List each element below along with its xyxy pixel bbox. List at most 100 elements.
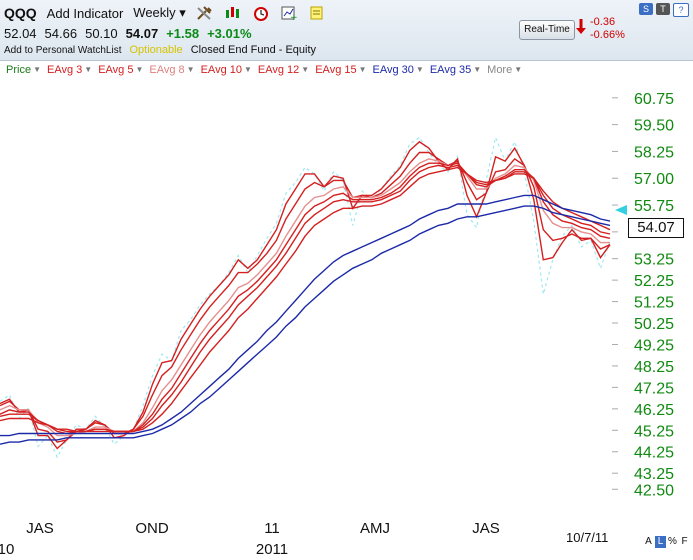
legend-item-price[interactable]: Price ▼ <box>6 64 41 76</box>
top-right-icons: S T ? <box>639 3 689 17</box>
chevron-down-icon: ▼ <box>358 65 367 74</box>
price-line <box>0 135 611 459</box>
series-eavg-8 <box>0 158 610 437</box>
series-eavg-3 <box>0 140 611 450</box>
change-pct-value: +3.01% <box>207 26 252 41</box>
legend-item-eavg-15[interactable]: EAvg 15 ▼ <box>315 64 366 76</box>
x-year-label: 2011 <box>256 541 288 558</box>
legend-label: EAvg 8 <box>149 63 185 76</box>
legend-label: EAvg 10 <box>200 63 242 76</box>
legend-item-eavg-35[interactable]: EAvg 35 ▼ <box>430 64 481 76</box>
y-tick-label: 44.25 <box>634 445 674 462</box>
svg-text:+: + <box>290 13 298 21</box>
x-year-label: 10 <box>0 541 14 558</box>
y-tick-label: 52.25 <box>634 273 674 290</box>
y-tick-label: 53.25 <box>634 252 674 269</box>
legend-item-eavg-30[interactable]: EAvg 30 ▼ <box>373 64 424 76</box>
y-tick-label: 58.25 <box>634 144 674 161</box>
scale-l-button[interactable]: L <box>655 536 666 548</box>
add-indicator-button[interactable]: Add Indicator <box>46 5 124 21</box>
legend-item-more[interactable]: More ▼ <box>487 64 522 76</box>
price-chart[interactable]: 60.7559.5058.2557.0055.7554.5053.2552.25… <box>0 78 693 560</box>
chevron-down-icon: ▼ <box>84 65 93 74</box>
y-tick-label: 57.00 <box>634 171 674 188</box>
fund-type-label: Closed End Fund - Equity <box>190 44 317 56</box>
legend-label: EAvg 30 <box>372 63 414 76</box>
toolbar-row: QQQ Add Indicator Weekly ▾ + <box>4 3 326 23</box>
scale-f-button[interactable]: F <box>681 536 688 547</box>
share-icon[interactable]: S <box>639 3 653 15</box>
change-value: +1.58 <box>166 26 200 41</box>
y-tick-label: 46.25 <box>634 402 674 419</box>
note-icon[interactable] <box>308 5 326 21</box>
high-value: 54.66 <box>44 26 78 41</box>
alarm-clock-icon[interactable] <box>252 5 270 21</box>
chart-header: QQQ Add Indicator Weekly ▾ + 52.04 54.66… <box>0 0 693 61</box>
down-arrow-icon <box>576 19 586 34</box>
chevron-down-icon: ▼ <box>243 65 252 74</box>
tv-icon[interactable]: T <box>656 3 670 15</box>
current-price-marker <box>615 205 627 215</box>
legend-item-eavg-5[interactable]: EAvg 5 ▼ <box>98 64 143 76</box>
chart-date: 10/7/11 <box>566 530 609 545</box>
symbol-label: QQQ <box>4 5 37 21</box>
chevron-down-icon: ▼ <box>415 65 424 74</box>
legend-item-eavg-10[interactable]: EAvg 10 ▼ <box>201 64 252 76</box>
period-select[interactable]: Weekly ▾ <box>133 5 186 20</box>
series-eavg-30 <box>0 194 611 437</box>
chevron-down-icon: ▼ <box>473 65 482 74</box>
legend-item-eavg-12[interactable]: EAvg 12 ▼ <box>258 64 309 76</box>
help-icon[interactable]: ? <box>673 3 689 17</box>
scale-a-button[interactable]: A <box>645 536 652 547</box>
chevron-down-icon: ▼ <box>186 65 195 74</box>
add-chart-icon[interactable]: + <box>280 5 298 23</box>
series-eavg-5 <box>0 151 611 443</box>
legend-item-eavg-3[interactable]: EAvg 3 ▼ <box>47 64 92 76</box>
y-tick-label: 45.25 <box>634 423 674 440</box>
legend-label: EAvg 5 <box>98 63 134 76</box>
scale-pct-button[interactable]: % <box>668 536 677 547</box>
rt-change-pct-value: -0.66% <box>590 29 625 41</box>
rt-change-value: -0.36 <box>590 16 616 28</box>
legend-label: EAvg 3 <box>46 63 83 76</box>
chevron-down-icon: ▼ <box>514 65 523 74</box>
chevron-down-icon: ▼ <box>33 65 41 74</box>
y-tick-label: 50.25 <box>634 316 674 333</box>
chevron-down-icon: ▾ <box>179 5 186 20</box>
y-tick-label: 43.25 <box>634 466 674 483</box>
series-eavg-15 <box>0 166 611 433</box>
legend-label: Price <box>6 63 32 76</box>
y-tick-label: 59.50 <box>634 118 674 135</box>
y-tick-label: 48.25 <box>634 359 674 376</box>
chevron-down-icon: ▼ <box>135 65 144 74</box>
y-tick-label: 51.25 <box>634 295 674 312</box>
current-price-label: 54.07 <box>628 218 684 238</box>
y-tick-label: 55.75 <box>634 198 674 215</box>
x-tick-label: 11 <box>264 520 280 537</box>
optionable-label: Optionable <box>129 44 183 56</box>
x-tick-label: AMJ <box>360 520 390 537</box>
legend-item-eavg-8[interactable]: EAvg 8 ▼ <box>149 64 194 76</box>
x-tick-label: JAS <box>472 520 500 537</box>
add-watchlist-link[interactable]: Add to Personal WatchList <box>4 44 122 56</box>
y-tick-label: 60.75 <box>634 91 674 108</box>
x-tick-label: JAS <box>26 520 54 537</box>
last-value: 54.07 <box>125 26 159 41</box>
candlestick-icon[interactable] <box>224 5 242 21</box>
legend-label: EAvg 15 <box>315 63 357 76</box>
y-tick-label: 49.25 <box>634 337 674 354</box>
legend-label: EAvg 12 <box>257 63 300 76</box>
low-value: 50.10 <box>85 26 118 41</box>
x-tick-label: OND <box>135 520 169 537</box>
realtime-button[interactable]: Real-Time <box>519 20 575 40</box>
tools-icon[interactable] <box>196 5 214 21</box>
series-eavg-10 <box>0 162 611 435</box>
realtime-change: -0.36 -0.66% <box>590 16 625 42</box>
y-tick-label: 42.50 <box>634 482 674 499</box>
series-eavg-35 <box>0 205 611 445</box>
info-row: Add to Personal WatchList Optionable Clo… <box>4 44 316 56</box>
y-tick-label: 47.25 <box>634 380 674 397</box>
legend-label: More <box>487 63 513 76</box>
indicator-legend: Price ▼ EAvg 3 ▼ EAvg 5 ▼ EAvg 8 ▼ EAvg 10 ▼ EAvg … <box>0 61 693 78</box>
open-value: 52.04 <box>4 26 37 41</box>
